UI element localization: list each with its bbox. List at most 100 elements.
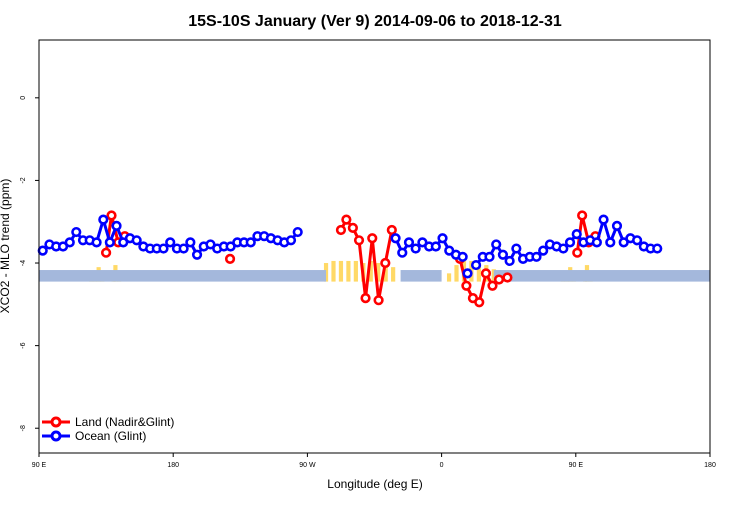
ocean-band: [493, 270, 710, 282]
ocean-data-point: [430, 241, 441, 252]
ocean-data-point: [390, 233, 401, 244]
ocean-data-point: [292, 226, 303, 238]
ocean-data-point: [91, 237, 102, 248]
land-data-point: [353, 235, 365, 246]
ocean-data-point: [457, 251, 468, 262]
land-data-point: [577, 210, 588, 221]
ocean-data-point: [598, 214, 609, 225]
land-surface-bar: [338, 260, 344, 282]
land-data-point: [380, 257, 391, 269]
ocean-data-point: [491, 239, 502, 250]
ocean-data-point: [484, 251, 495, 262]
x-tick-label: 90 E: [569, 462, 584, 469]
ocean-data-point: [632, 235, 643, 246]
ocean-data-point: [497, 249, 509, 260]
land-data-point: [360, 293, 371, 304]
x-axis-label: Longitude (deg E): [327, 477, 422, 491]
land-surface-bar: [353, 260, 358, 282]
x-tick-label: 180: [704, 462, 716, 469]
ocean-data-point: [611, 220, 623, 231]
ocean-band: [400, 270, 442, 282]
ocean-data-point: [185, 237, 196, 248]
ocean-data-point: [178, 243, 189, 254]
x-tick-label: 0: [440, 462, 444, 469]
ocean-data-point: [564, 237, 576, 248]
ocean-data-point: [111, 220, 122, 231]
y-tick-label: -2: [20, 177, 27, 183]
land-data-point: [373, 295, 384, 306]
ocean-data-point: [511, 243, 522, 254]
land-data-point: [386, 224, 397, 236]
ocean-data-point: [531, 251, 542, 262]
land-surface-bar: [331, 260, 336, 282]
land-data-point: [487, 280, 498, 291]
ocean-data-point: [538, 245, 549, 256]
ocean-data-point: [245, 237, 256, 248]
land-data-point: [572, 247, 583, 258]
land-data-point: [502, 272, 513, 283]
ocean-data-point: [158, 243, 169, 254]
y-tick-label: 0: [20, 96, 27, 100]
ocean-data-point: [470, 259, 482, 271]
ocean-data-point: [98, 214, 109, 225]
ocean-data-point: [104, 237, 115, 248]
ocean-data-point: [591, 237, 602, 248]
ocean-data-point: [131, 235, 142, 246]
ocean-data-point: [37, 245, 48, 256]
ocean-data-point: [397, 247, 408, 258]
legend-ocean-label: Ocean (Glint): [75, 429, 146, 443]
ocean-data-point: [165, 237, 176, 248]
chart-title: 15S-10S January (Ver 9) 2014-09-06 to 20…: [188, 13, 562, 30]
ocean-data-point: [605, 237, 616, 248]
land-data-point: [100, 247, 112, 258]
land-surface-bar: [476, 263, 481, 282]
y-tick-label: -8: [20, 425, 27, 431]
land-data-point: [335, 224, 347, 236]
ocean-data-point: [437, 233, 448, 244]
land-surface-bar: [368, 260, 373, 282]
ocean-data-point: [504, 255, 515, 267]
x-tick-label: 90 E: [32, 462, 47, 469]
land-data-point: [474, 297, 485, 308]
ocean-data-point: [64, 237, 75, 248]
land-surface-bar: [346, 260, 351, 282]
legend: Land (Nadir&Glint) Ocean (Glint): [42, 415, 174, 443]
land-data-point: [367, 233, 378, 244]
land-data-point: [224, 253, 236, 264]
ocean-data-point: [558, 243, 569, 254]
land-surface-bar: [383, 263, 388, 282]
x-tick-label: 90 W: [299, 462, 316, 469]
land-surface-bar: [446, 273, 452, 282]
legend-land-marker: [50, 416, 62, 428]
y-axis: 0 -2 -4 -6 -8: [20, 96, 39, 431]
ocean-data-point: [191, 249, 203, 260]
ocean-band: [39, 270, 327, 282]
ocean-data-point: [410, 243, 421, 254]
x-tick-label: 180: [167, 462, 179, 469]
land-data-point: [347, 222, 358, 234]
land-data-point: [341, 214, 352, 225]
land-surface-bar: [454, 265, 459, 282]
land-data-point: [461, 280, 472, 291]
ocean-data-point: [571, 229, 582, 240]
background-layer: [39, 260, 710, 282]
ocean-data-point: [403, 237, 415, 248]
y-tick-label: -4: [20, 260, 27, 266]
y-tick-label: -6: [20, 342, 27, 348]
ocean-data-point: [652, 243, 663, 254]
series-layer: [37, 210, 663, 308]
land-data-point: [480, 268, 492, 279]
y-axis-label: XCO2 - MLO trend (ppm): [0, 179, 12, 314]
land-surface-bar: [376, 263, 381, 282]
land-data-point: [106, 210, 117, 221]
legend-ocean-marker: [50, 430, 62, 442]
land-data-point: [493, 274, 505, 285]
x-axis: 90 E 180 90 W 0 90 E 180: [32, 453, 716, 469]
ocean-data-point: [71, 226, 82, 238]
ocean-data-point: [285, 235, 297, 246]
plot-frame: [38, 39, 711, 454]
legend-land-label: Land (Nadir&Glint): [75, 415, 174, 429]
ocean-data-point: [462, 268, 473, 279]
land-surface-bar: [391, 267, 396, 282]
